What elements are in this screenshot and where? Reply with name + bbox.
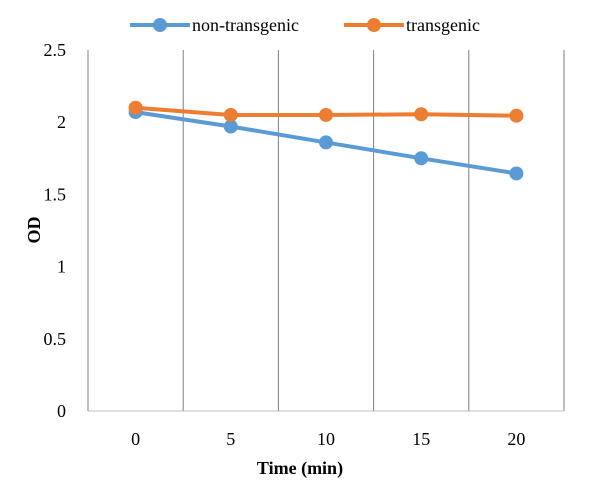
y-axis-title: OD: [24, 216, 44, 243]
series-transgenic: [128, 100, 524, 123]
y-tick-label: 1.5: [44, 184, 67, 204]
data-point-non-transgenic: [509, 166, 524, 181]
legend-marker-transgenic: [367, 18, 381, 32]
data-point-transgenic: [128, 100, 143, 115]
data-point-non-transgenic: [319, 135, 333, 150]
x-tick-label: 15: [412, 429, 430, 449]
legend-item-non-transgenic: non-transgenic: [130, 15, 299, 35]
x-tick-label: 0: [131, 429, 140, 449]
y-tick-label: 2: [57, 112, 66, 132]
data-point-transgenic: [223, 107, 238, 122]
y-tick-label: 0.5: [44, 329, 67, 349]
legend: non-transgenic transgenic: [130, 15, 480, 35]
gridlines: [87, 50, 565, 411]
y-tick-label: 1: [57, 257, 66, 277]
data-point-transgenic: [509, 108, 524, 123]
x-tick-label: 20: [507, 429, 525, 449]
data-point-transgenic: [414, 107, 429, 122]
x-tick-labels: 0 5 10 15 20: [131, 429, 525, 449]
legend-label-transgenic: transgenic: [406, 15, 480, 35]
y-tick-label: 2.5: [44, 40, 67, 60]
y-tick-labels: 0 0.5 1 1.5 2 2.5: [44, 40, 67, 421]
legend-label-non-transgenic: non-transgenic: [192, 15, 299, 35]
data-point-transgenic: [319, 107, 333, 122]
data-point-non-transgenic: [223, 119, 238, 134]
x-tick-label: 5: [226, 429, 235, 449]
data-point-non-transgenic: [414, 151, 429, 166]
series-layer: [128, 100, 524, 181]
series-non-transgenic: [128, 105, 524, 181]
x-axis-title: Time (min): [257, 458, 343, 479]
y-tick-label: 0: [57, 401, 66, 421]
x-tick-label: 10: [317, 429, 335, 449]
legend-marker-non-transgenic: [153, 18, 167, 32]
legend-item-transgenic: transgenic: [344, 15, 480, 35]
